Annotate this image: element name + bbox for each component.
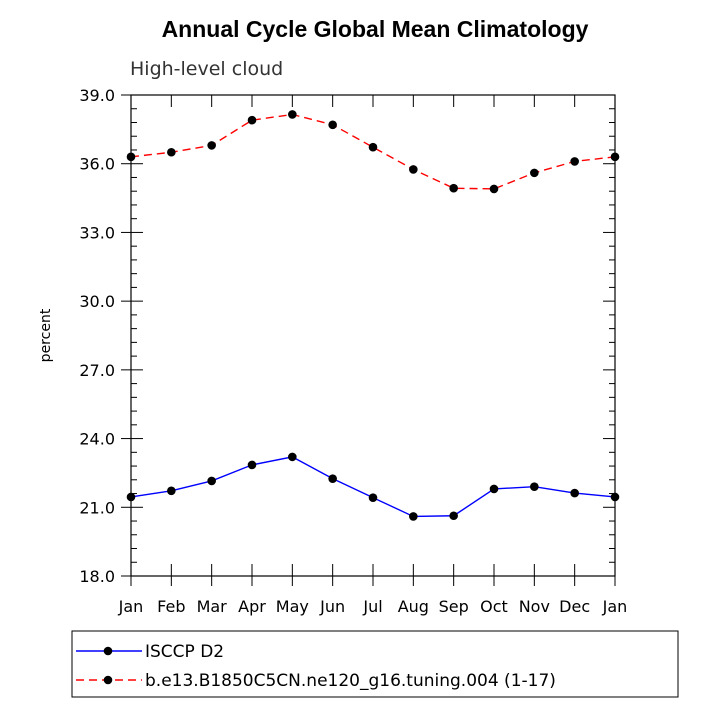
legend-box — [71, 630, 679, 698]
y-tick-label: 33.0 — [79, 223, 115, 242]
series-2-point — [368, 142, 378, 152]
series-1-point — [126, 492, 136, 502]
series-1-point — [368, 493, 378, 502]
legend-label-1: ISCCP D2 — [145, 642, 224, 662]
series-2-point — [207, 141, 216, 150]
series-1-point — [449, 511, 458, 521]
y-tick-label: 24.0 — [79, 430, 115, 449]
x-tick-label: Mar — [197, 597, 228, 616]
plot-frame — [130, 94, 616, 577]
x-tick-label: Nov — [519, 597, 550, 616]
legend: ISCCP D2 b.e13.B1850C5CN.ne120_g16.tuning… — [76, 642, 556, 691]
y-tick-label: 39.0 — [79, 86, 115, 105]
x-tick-label: Feb — [157, 597, 185, 616]
series-2-point — [570, 157, 579, 166]
series-1-point — [288, 452, 297, 462]
x-tick-label: Apr — [238, 597, 266, 616]
series-1-point — [530, 482, 539, 491]
series-2-point — [288, 110, 297, 119]
series-2-point — [167, 147, 176, 157]
x-tick-label: Sep — [439, 597, 469, 616]
series-1-point — [409, 512, 418, 521]
series-2-point — [328, 120, 337, 130]
series-layer — [126, 110, 620, 521]
x-tick-label: Oct — [480, 597, 508, 616]
series-2-point — [610, 152, 620, 162]
series-1-point — [570, 488, 579, 498]
series-2-point — [126, 152, 136, 162]
x-tick-label: Jun — [319, 597, 345, 616]
series-line-1 — [130, 456, 616, 518]
y-tick-label: 36.0 — [79, 155, 115, 174]
y-tick-label: 27.0 — [79, 361, 115, 380]
series-1-point — [247, 460, 257, 470]
x-tick-label: Jan — [602, 597, 628, 616]
y-tick-label: 30.0 — [79, 292, 115, 311]
y-tick-label: 21.0 — [79, 498, 115, 517]
chart-subtitle: High-level cloud — [130, 58, 283, 80]
series-2-point — [247, 115, 257, 125]
series-1-point — [610, 492, 620, 502]
series-2-point — [449, 183, 458, 193]
axis-ticks: 18.0 21.0 24.0 27.0 30.0 33.0 36.0 39.0 Jan Feb Ma… — [79, 86, 627, 616]
legend-marker-2 — [103, 675, 113, 685]
chart-title: Annual Cycle Global Mean Climatology — [162, 16, 589, 42]
x-tick-label: Jan — [118, 597, 144, 616]
series-1-point — [489, 484, 499, 494]
y-tick-label: 18.0 — [79, 567, 115, 586]
series-2-point — [489, 184, 499, 194]
x-tick-label: Aug — [398, 597, 429, 616]
legend-marker-1 — [103, 646, 113, 656]
x-tick-label: Jul — [362, 597, 382, 616]
series-2-point — [409, 165, 418, 174]
series-line-2 — [130, 113, 616, 190]
series-2-point — [530, 168, 539, 178]
x-tick-label: Dec — [559, 597, 590, 616]
x-tick-label: May — [276, 597, 309, 616]
y-axis-label: percent — [38, 308, 54, 362]
series-1-point — [167, 486, 176, 496]
series-1-point — [328, 474, 337, 483]
legend-label-2: b.e13.B1850C5CN.ne120_g16.tuning.004 (1-… — [145, 671, 556, 691]
series-1-point — [207, 476, 216, 486]
